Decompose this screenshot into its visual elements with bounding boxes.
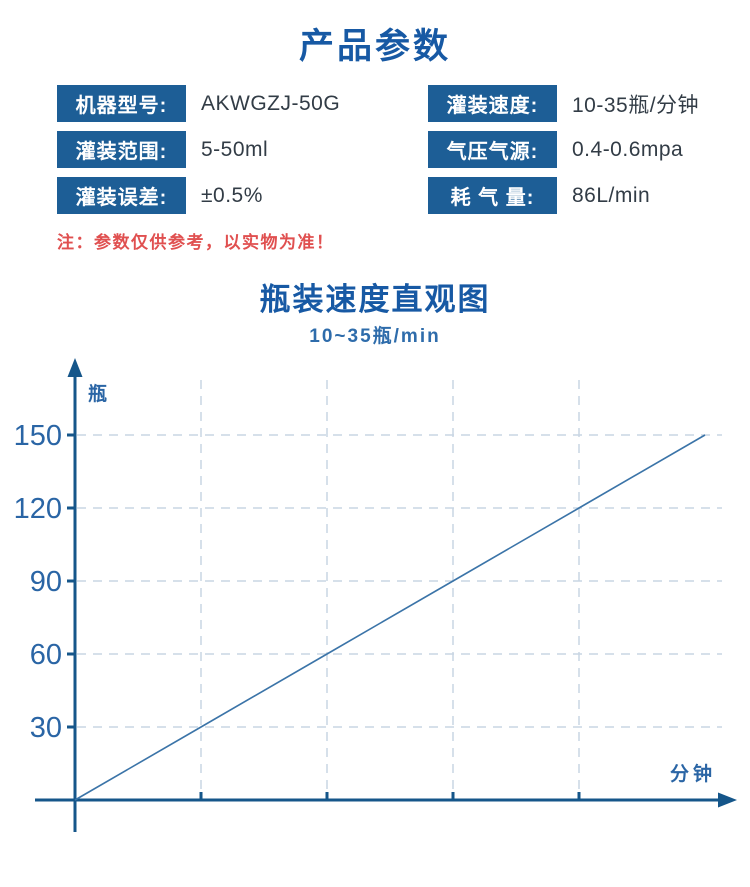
param-value: 5-50ml (201, 137, 269, 161)
speed-line-chart: 30 60 90 120 150 瓶分钟 (14, 358, 737, 832)
param-row-model: 机器型号: AKWGZJ-50G (57, 85, 428, 122)
param-label: 气压气源: (428, 131, 557, 168)
param-row-fill-error: 灌装误差: ±0.5% (57, 177, 428, 214)
y-tick-label: 90 (30, 566, 62, 598)
y-tick-label: 60 (30, 639, 62, 671)
param-label: 灌装速度: (428, 85, 557, 122)
y-axis-arrow-icon (67, 358, 83, 377)
y-tick-label: 150 (14, 420, 62, 452)
y-tick-label: 30 (30, 712, 62, 744)
param-value: 10-35瓶/分钟 (572, 93, 700, 117)
param-label: 耗 气 量: (428, 177, 557, 214)
reference-note: 注：参数仅供参考，以实物为准！ (57, 233, 335, 252)
param-value: ±0.5% (201, 183, 263, 207)
page-title: 产品参数 (298, 27, 451, 66)
param-row-fill-range: 灌装范围: 5-50ml (57, 131, 428, 168)
speed-data-line (74, 434, 706, 801)
param-value: 0.4-0.6mpa (572, 137, 684, 161)
chart-subtitle: 10~35瓶/min (309, 326, 441, 347)
param-label: 灌装范围: (57, 131, 186, 168)
param-label: 灌装误差: (57, 177, 186, 214)
param-row-fill-speed: 灌装速度: 10-35瓶/分钟 (428, 85, 713, 122)
x-axis-label: 分钟 (670, 762, 716, 785)
param-value: 86L/min (572, 183, 651, 207)
param-label: 机器型号: (57, 85, 186, 122)
param-value: AKWGZJ-50G (201, 91, 341, 115)
params-table: 机器型号: AKWGZJ-50G 灌装速度: 10-35瓶/分钟 灌装范围: 5… (57, 85, 713, 214)
y-axis-label: 瓶 (88, 383, 107, 405)
param-row-air-pressure: 气压气源: 0.4-0.6mpa (428, 131, 713, 168)
chart-title: 瓶装速度直观图 (259, 282, 491, 317)
param-row-air-consumption: 耗 气 量: 86L/min (428, 177, 713, 214)
y-tick-label: 120 (14, 493, 62, 525)
x-axis-arrow-icon (718, 792, 737, 808)
